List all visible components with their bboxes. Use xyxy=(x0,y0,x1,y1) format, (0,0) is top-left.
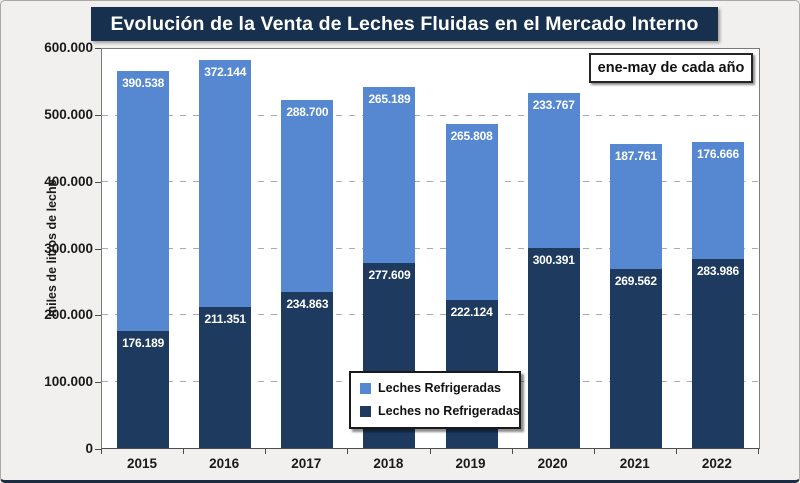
x-tick-mark xyxy=(429,449,431,454)
bar-value-label: 288.700 xyxy=(286,104,329,119)
bar-value-label: 234.863 xyxy=(286,296,329,311)
x-tick-mark xyxy=(675,449,677,454)
y-tick-mark xyxy=(95,382,101,384)
bar-value-label: 265.808 xyxy=(450,128,493,143)
x-tick-mark xyxy=(101,449,102,454)
bar-value-label: 269.562 xyxy=(614,273,657,288)
bar-2016-leches-refrigeradas: 372.144 xyxy=(199,59,252,308)
bar-2021-leches-refrigeradas: 187.761 xyxy=(609,143,662,269)
bar-2020-leches-no-refrigeradas: 300.391 xyxy=(527,248,580,448)
y-tick-mark xyxy=(95,181,101,183)
y-tick-mark xyxy=(95,315,101,317)
bar-value-label: 176.666 xyxy=(696,146,739,161)
plot-area: 176.189 390.538 211.351 372.144 234.863 288.7… xyxy=(101,48,760,449)
y-tick-label: 0 xyxy=(85,441,93,456)
legend-item-refrigeradas: Leches Refrigeradas xyxy=(360,381,510,395)
bar-2022-leches-no-refrigeradas: 283.986 xyxy=(691,259,744,448)
bar-value-label: 283.986 xyxy=(696,264,739,279)
y-tick-label: 600.000 xyxy=(44,40,93,55)
x-tick-label-2017: 2017 xyxy=(291,456,322,471)
x-tick-label-2019: 2019 xyxy=(455,456,486,471)
bar-2022-leches-refrigeradas: 176.666 xyxy=(691,141,744,260)
bar-value-label: 187.761 xyxy=(614,148,657,163)
y-tick-mark xyxy=(95,449,101,450)
bar-value-label: 277.609 xyxy=(368,268,411,283)
x-tick-label-2015: 2015 xyxy=(127,456,158,471)
x-tick-label-2022: 2022 xyxy=(701,456,732,471)
x-tick-label-2016: 2016 xyxy=(209,456,240,471)
y-tick-label: 400.000 xyxy=(44,173,93,189)
bar-value-label: 300.391 xyxy=(532,253,575,268)
bar-value-label: 233.767 xyxy=(532,97,575,112)
legend-label-refrigeradas: Leches Refrigeradas xyxy=(378,381,501,395)
bar-value-label: 390.538 xyxy=(122,76,165,91)
y-tick-mark xyxy=(95,248,101,250)
bar-2020-leches-refrigeradas: 233.767 xyxy=(527,92,580,249)
x-tick-mark xyxy=(758,449,759,454)
chart-title: Evolución de la Venta de Leches Fluidas … xyxy=(91,7,718,41)
y-tick-label: 300.000 xyxy=(44,240,93,256)
x-tick-mark xyxy=(593,449,595,454)
bar-value-label: 211.351 xyxy=(204,312,247,327)
x-tick-label-2018: 2018 xyxy=(373,456,404,471)
annotation-box: ene-may de cada año xyxy=(589,53,753,83)
gridline xyxy=(102,314,759,315)
bar-value-label: 265.189 xyxy=(368,92,411,107)
y-tick-label: 500.000 xyxy=(44,106,93,122)
y-tick-mark xyxy=(95,48,101,49)
bar-2019-leches-refrigeradas: 265.808 xyxy=(445,123,498,301)
bar-2017-leches-refrigeradas: 288.700 xyxy=(281,99,334,292)
gridline xyxy=(102,181,759,182)
x-tick-label-2021: 2021 xyxy=(619,456,650,471)
legend-swatch-refrigeradas-icon xyxy=(360,382,371,394)
bar-2016-leches-no-refrigeradas: 211.351 xyxy=(199,307,252,448)
x-tick-label-2020: 2020 xyxy=(537,456,568,471)
bar-value-label: 176.189 xyxy=(122,335,165,350)
x-tick-mark xyxy=(347,449,349,454)
bar-2018-leches-refrigeradas: 265.189 xyxy=(363,87,416,264)
bar-value-label: 372.144 xyxy=(204,64,247,79)
bar-2017-leches-no-refrigeradas: 234.863 xyxy=(281,291,334,448)
x-tick-mark xyxy=(183,449,185,454)
bar-2015-leches-refrigeradas: 390.538 xyxy=(117,71,170,331)
bar-2021-leches-no-refrigeradas: 269.562 xyxy=(609,268,662,448)
y-tick-mark xyxy=(95,114,101,116)
x-tick-mark xyxy=(511,449,513,454)
legend-label-no-refrigeradas: Leches no Refrigeradas xyxy=(378,404,520,418)
bar-2015-leches-no-refrigeradas: 176.189 xyxy=(117,330,170,448)
y-tick-label: 100.000 xyxy=(44,374,93,390)
legend: Leches Refrigeradas Leches no Refrigerad… xyxy=(349,371,521,429)
legend-swatch-no-refrigeradas-icon xyxy=(360,405,371,417)
bar-value-label: 222.124 xyxy=(450,305,493,320)
gridline xyxy=(102,247,759,249)
legend-item-no-refrigeradas: Leches no Refrigeradas xyxy=(360,404,520,418)
x-tick-mark xyxy=(265,449,267,454)
y-tick-label: 200.000 xyxy=(44,307,93,323)
gridline xyxy=(102,114,759,116)
